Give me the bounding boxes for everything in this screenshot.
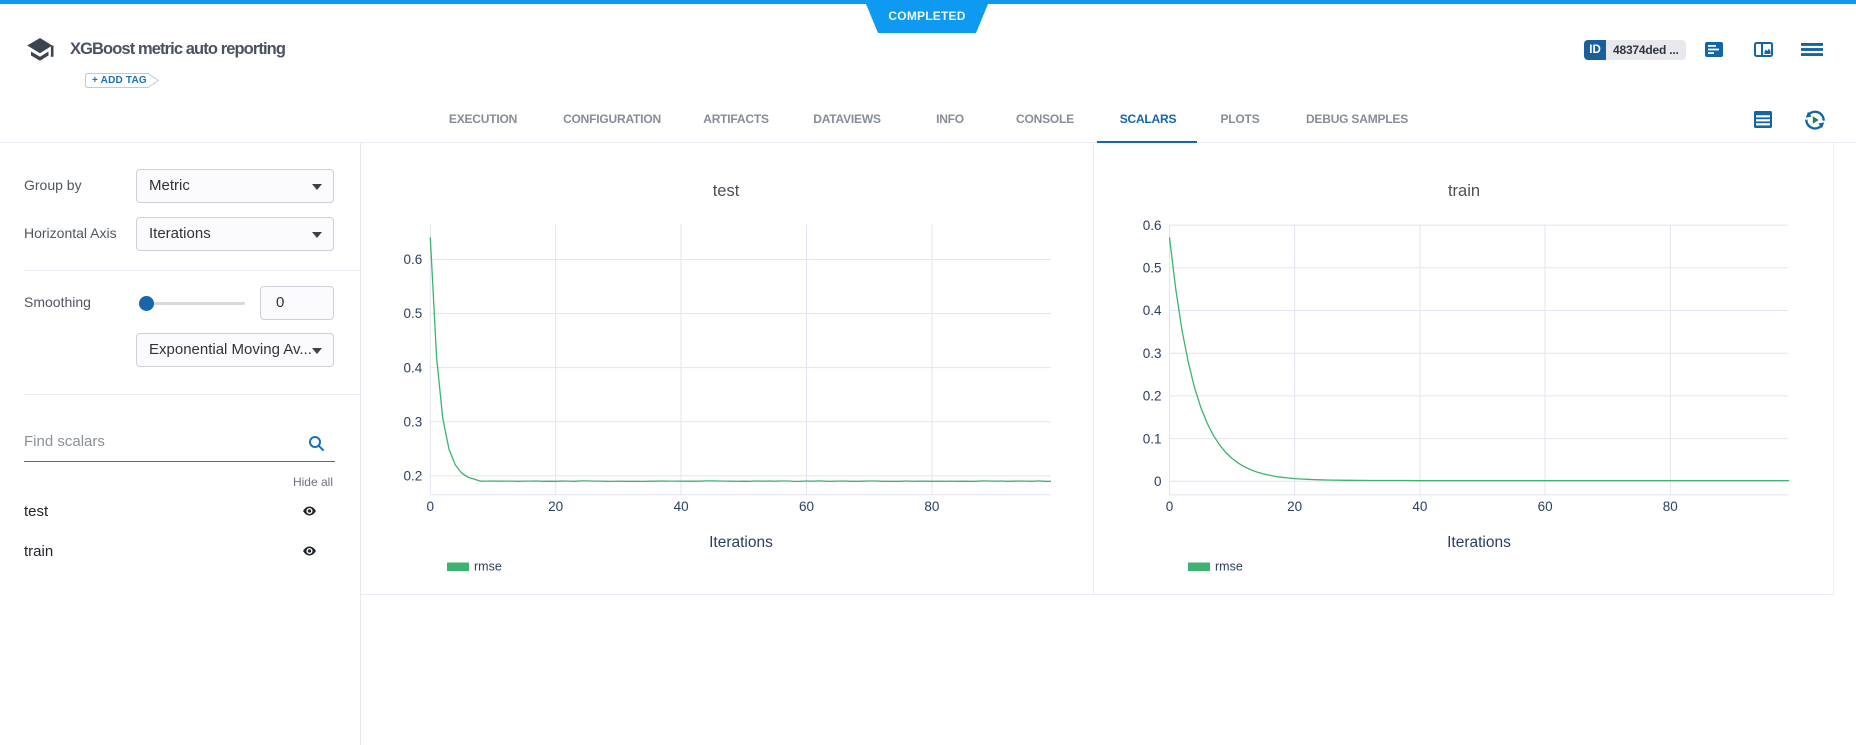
svg-text:rmse: rmse [474,560,502,574]
svg-text:60: 60 [1538,499,1553,514]
svg-text:40: 40 [1412,499,1427,514]
svg-text:Iterations: Iterations [709,534,773,551]
svg-text:0: 0 [427,499,435,514]
svg-text:train: train [1448,182,1480,200]
svg-text:0.4: 0.4 [404,360,423,375]
svg-text:rmse: rmse [1215,560,1243,574]
svg-text:Iterations: Iterations [1447,534,1511,551]
svg-text:0.2: 0.2 [404,469,423,484]
svg-text:20: 20 [548,499,563,514]
svg-text:0.6: 0.6 [1143,218,1162,233]
svg-text:0.5: 0.5 [404,306,423,321]
svg-text:80: 80 [1663,499,1678,514]
svg-text:0.3: 0.3 [404,414,423,429]
svg-text:test: test [713,182,740,200]
svg-text:0: 0 [1154,474,1162,489]
svg-text:80: 80 [924,499,939,514]
svg-text:0.6: 0.6 [404,252,423,267]
svg-text:0: 0 [1166,499,1174,514]
svg-text:20: 20 [1287,499,1302,514]
svg-text:0.1: 0.1 [1143,431,1162,446]
svg-text:40: 40 [674,499,689,514]
svg-text:0.3: 0.3 [1143,346,1162,361]
svg-text:60: 60 [799,499,814,514]
svg-text:0.2: 0.2 [1143,389,1162,404]
svg-text:0.4: 0.4 [1143,303,1162,318]
svg-text:0.5: 0.5 [1143,261,1162,276]
